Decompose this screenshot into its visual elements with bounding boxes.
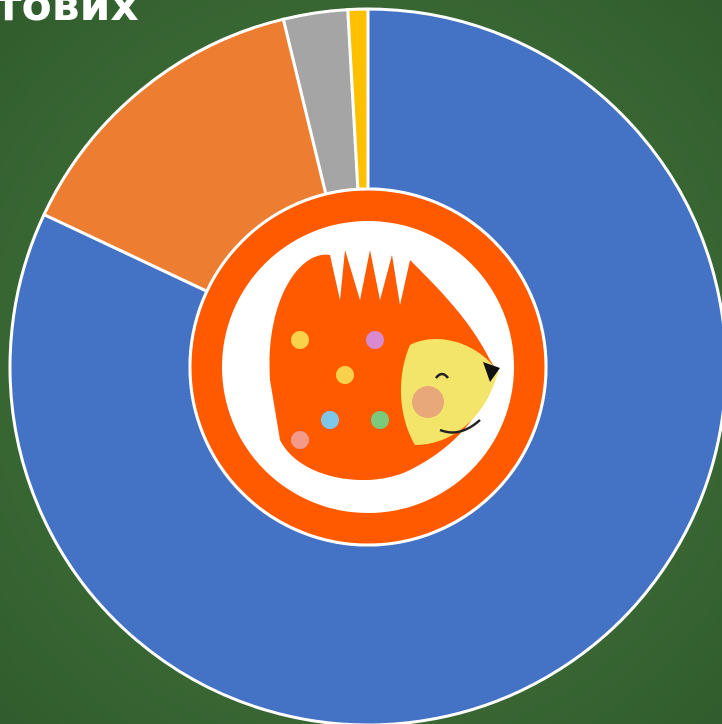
pattern-dot — [371, 411, 389, 429]
pattern-dot — [366, 331, 384, 349]
chart: тових — [0, 0, 722, 724]
chart-title: тових — [0, 0, 139, 31]
pattern-dot — [291, 331, 309, 349]
center-badge — [190, 189, 546, 545]
pattern-dot — [291, 431, 309, 449]
pattern-dot — [336, 366, 354, 384]
hedgehog-cheek — [412, 386, 444, 418]
pattern-dot — [321, 411, 339, 429]
